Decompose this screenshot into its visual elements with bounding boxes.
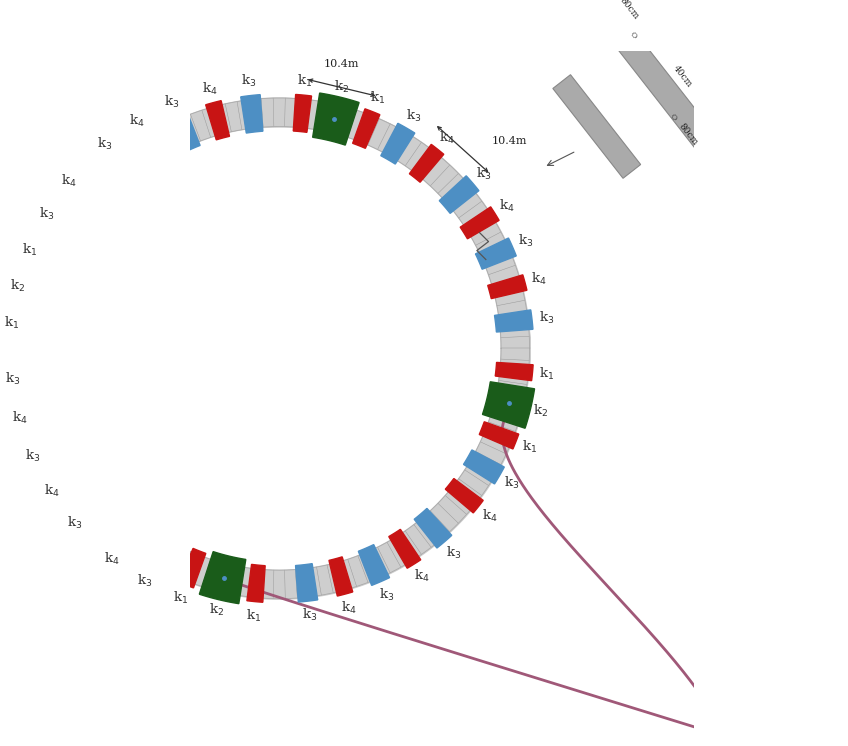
Polygon shape	[494, 310, 533, 332]
Text: k$_3$: k$_3$	[379, 586, 394, 603]
Polygon shape	[24, 269, 76, 315]
Polygon shape	[464, 450, 505, 484]
Polygon shape	[439, 176, 479, 213]
Polygon shape	[40, 248, 79, 275]
Text: k$_2$: k$_2$	[334, 79, 349, 95]
Text: 40cm: 40cm	[671, 63, 694, 89]
Text: F: F	[605, 13, 611, 22]
Polygon shape	[476, 238, 516, 269]
Polygon shape	[488, 275, 527, 298]
Text: k$_2$: k$_2$	[209, 601, 224, 618]
Text: 10.4m: 10.4m	[324, 60, 360, 69]
Polygon shape	[414, 509, 452, 548]
Text: k$_4$: k$_4$	[438, 130, 455, 146]
Polygon shape	[143, 533, 177, 574]
Polygon shape	[54, 213, 95, 247]
Polygon shape	[353, 109, 380, 148]
Text: k$_1$: k$_1$	[4, 315, 20, 330]
Text: k$_1$: k$_1$	[522, 439, 537, 455]
Text: k$_1$: k$_1$	[173, 590, 188, 606]
Polygon shape	[59, 458, 98, 490]
Text: k$_3$: k$_3$	[302, 607, 317, 624]
Text: k$_3$: k$_3$	[67, 515, 82, 531]
Text: k$_1$: k$_1$	[539, 366, 555, 382]
Text: k$_4$: k$_4$	[482, 507, 497, 524]
Polygon shape	[114, 515, 149, 552]
Text: k$_3$: k$_3$	[39, 206, 54, 222]
Polygon shape	[410, 145, 444, 182]
Text: k$_4$: k$_4$	[12, 410, 27, 426]
Text: k$_3$: k$_3$	[406, 107, 421, 124]
Polygon shape	[293, 95, 311, 132]
Text: k$_3$: k$_3$	[137, 573, 153, 589]
Bar	[589, 0, 718, 154]
Polygon shape	[247, 565, 265, 602]
Bar	[553, 75, 640, 178]
Text: k$_3$: k$_3$	[476, 166, 491, 182]
Text: k$_3$: k$_3$	[505, 474, 520, 491]
Text: k$_4$: k$_4$	[414, 568, 429, 584]
Text: k$_4$: k$_4$	[202, 81, 217, 97]
Polygon shape	[460, 207, 499, 239]
Polygon shape	[80, 483, 120, 521]
Polygon shape	[359, 545, 389, 586]
Text: k$_4$: k$_4$	[104, 551, 120, 567]
Text: k$_4$: k$_4$	[531, 271, 546, 287]
Text: O: O	[668, 113, 678, 122]
Text: k$_3$: k$_3$	[518, 233, 533, 249]
Polygon shape	[169, 111, 200, 152]
Polygon shape	[313, 93, 359, 145]
Text: k$_4$: k$_4$	[341, 600, 356, 616]
Polygon shape	[42, 427, 83, 459]
Text: k$_1$: k$_1$	[370, 90, 385, 107]
Polygon shape	[25, 365, 64, 387]
Polygon shape	[495, 363, 533, 380]
Text: k$_2$: k$_2$	[10, 278, 25, 294]
Bar	[590, 0, 627, 37]
Text: k$_3$: k$_3$	[538, 310, 554, 326]
Text: 80cm: 80cm	[618, 0, 641, 21]
Text: k$_1$: k$_1$	[246, 608, 261, 624]
Polygon shape	[137, 128, 170, 167]
Text: k$_3$: k$_3$	[446, 545, 461, 561]
Polygon shape	[75, 184, 113, 218]
Polygon shape	[388, 530, 421, 568]
Polygon shape	[107, 148, 144, 188]
Text: k$_3$: k$_3$	[4, 371, 20, 387]
Polygon shape	[381, 123, 415, 164]
Polygon shape	[241, 95, 263, 133]
Polygon shape	[329, 557, 353, 596]
Text: k$_4$: k$_4$	[43, 483, 59, 499]
Text: k$_4$: k$_4$	[61, 173, 76, 189]
Polygon shape	[483, 382, 534, 428]
Text: k$_3$: k$_3$	[98, 136, 113, 152]
Polygon shape	[179, 548, 206, 588]
Text: k$_1$: k$_1$	[298, 73, 313, 89]
Text: k$_4$: k$_4$	[499, 198, 515, 214]
Polygon shape	[199, 551, 246, 604]
Text: O: O	[628, 31, 638, 40]
Text: k$_3$: k$_3$	[25, 448, 41, 463]
Text: k$_3$: k$_3$	[241, 73, 256, 90]
Polygon shape	[445, 478, 483, 513]
Text: k$_4$: k$_4$	[129, 113, 145, 128]
Text: 10.4m: 10.4m	[491, 136, 527, 146]
Polygon shape	[25, 316, 64, 334]
Text: 80cm: 80cm	[678, 122, 700, 148]
Text: k$_3$: k$_3$	[165, 94, 180, 110]
Text: k$_2$: k$_2$	[533, 403, 548, 419]
Polygon shape	[31, 398, 70, 422]
Text: k$_1$: k$_1$	[22, 242, 36, 258]
Polygon shape	[479, 421, 519, 449]
Polygon shape	[296, 564, 318, 602]
Polygon shape	[206, 101, 230, 140]
